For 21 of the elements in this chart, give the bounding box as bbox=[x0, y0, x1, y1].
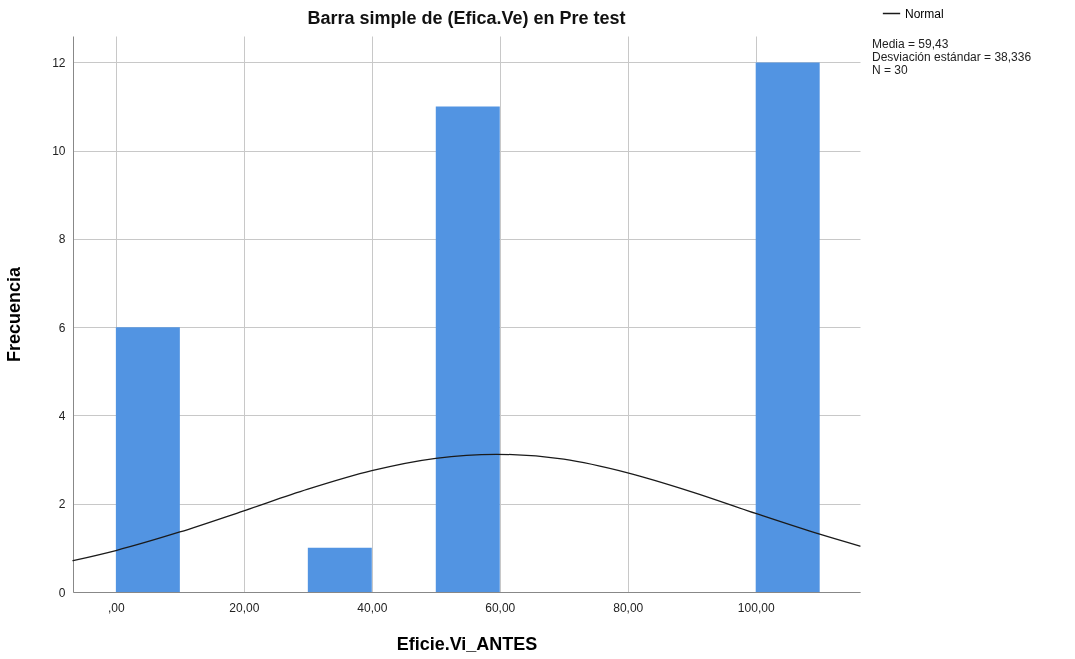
y-tick-label: 0 bbox=[58, 585, 66, 600]
y-axis-title: Frecuencia bbox=[4, 265, 25, 363]
y-tick-label: 8 bbox=[58, 232, 66, 247]
x-tick-label: ,00 bbox=[108, 600, 126, 615]
x-axis-title: Eficie.Vi_ANTES bbox=[396, 633, 538, 654]
y-tick-label: 6 bbox=[58, 320, 66, 335]
y-tick-label: 2 bbox=[58, 497, 66, 512]
y-tick-label: 12 bbox=[52, 55, 66, 70]
x-tick-label: 100,00 bbox=[737, 600, 775, 615]
text: N = 30 bbox=[872, 63, 909, 77]
y-tick-label: 10 bbox=[52, 144, 66, 159]
x-tick-label: 40,00 bbox=[357, 600, 388, 615]
text: Desviación estándar = 38,336 bbox=[872, 50, 1032, 64]
x-tick-label: 60,00 bbox=[485, 600, 516, 615]
chart-title: Barra simple de (Efica.Ve) en Pre test bbox=[307, 8, 626, 28]
x-tick-label: 20,00 bbox=[229, 600, 260, 615]
text: Media = 59,43 bbox=[872, 37, 949, 51]
y-tick-label: 4 bbox=[58, 408, 66, 423]
legend-label: Normal bbox=[905, 6, 944, 21]
x-tick-label: 80,00 bbox=[613, 600, 644, 615]
line-series bbox=[72, 453, 861, 562]
